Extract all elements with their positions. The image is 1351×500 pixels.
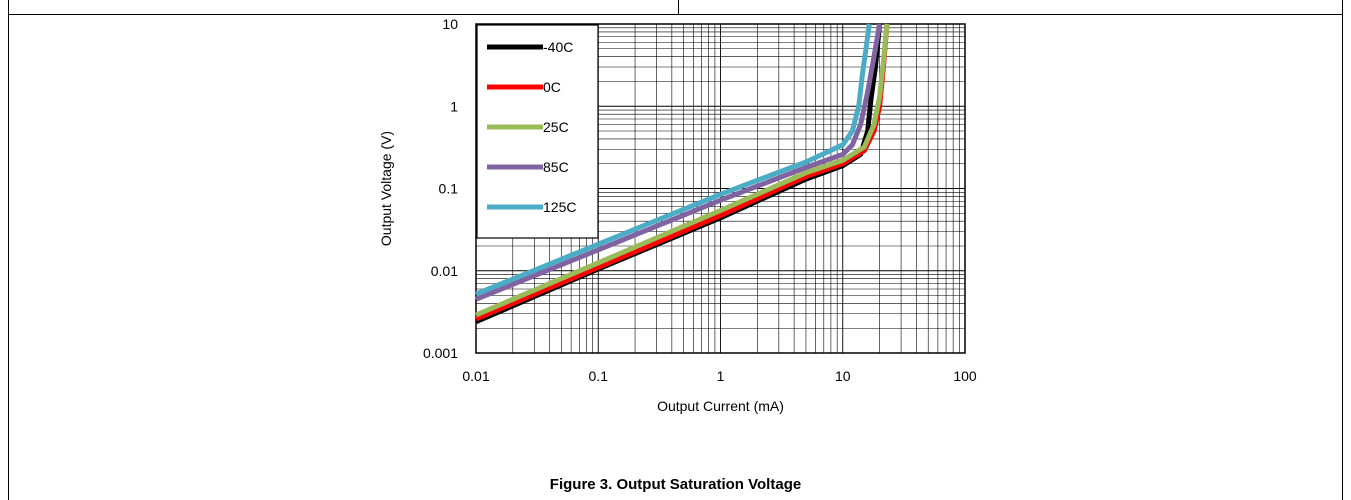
legend-label: 0C xyxy=(543,79,561,95)
series-line xyxy=(475,23,872,297)
page-frame-top-border xyxy=(8,14,1343,15)
legend-box xyxy=(476,24,599,239)
y-tick-label: 10 xyxy=(442,16,458,32)
page-frame-column-divider xyxy=(678,0,679,15)
plot-area-border xyxy=(475,23,966,354)
page-frame-right-border xyxy=(1342,0,1343,500)
figure-caption: Figure 3. Output Saturation Voltage xyxy=(549,476,802,493)
y-tick-label: 0.01 xyxy=(431,263,458,279)
x-tick-label: 0.1 xyxy=(589,368,609,384)
legend-label: 85C xyxy=(543,159,569,175)
chart-legend: -40C 0C 25C 85C 125C xyxy=(476,24,599,239)
chart-series xyxy=(475,23,890,324)
series-line xyxy=(475,23,883,302)
x-tick-label: 10 xyxy=(835,368,851,384)
y-tick-label: 0.001 xyxy=(423,345,458,361)
legend-label: 125C xyxy=(543,199,576,215)
y-tick-label: 1 xyxy=(450,98,458,114)
x-tick-label: 0.01 xyxy=(462,368,489,384)
x-tick-label: 100 xyxy=(953,368,977,384)
x-axis-title: Output Current (mA) xyxy=(657,398,784,414)
legend-label: -40C xyxy=(543,39,573,55)
y-axis-title: Output Voltage (V) xyxy=(378,131,394,246)
series-line xyxy=(475,23,890,318)
page-frame-left-border xyxy=(8,0,9,500)
legend-label: 25C xyxy=(543,119,569,135)
x-tick-label: 1 xyxy=(717,368,725,384)
y-tick-label: 0.1 xyxy=(439,181,459,197)
